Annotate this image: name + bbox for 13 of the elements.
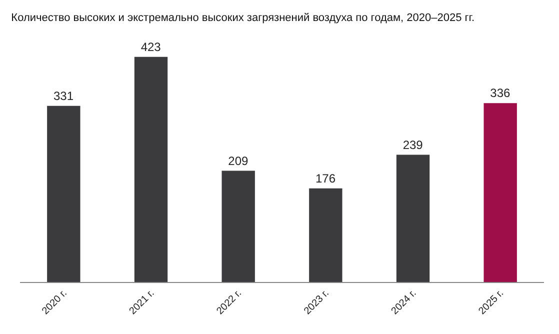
bar: [134, 56, 168, 282]
bar: [47, 106, 80, 282]
bar: [396, 154, 430, 282]
data-label: 209: [228, 154, 249, 168]
bar: [309, 188, 342, 282]
data-label: 239: [402, 138, 424, 152]
bar: [222, 170, 255, 282]
data-label: 176: [315, 171, 336, 186]
chart-title: Количество высоких и экстремально высоких загрязнений воздуха по годам, 2020–2025 гг.: [11, 12, 475, 24]
data-label: 423: [140, 40, 162, 54]
data-label: 336: [490, 86, 511, 100]
bar: [484, 103, 517, 282]
data-label: 331: [53, 88, 74, 103]
